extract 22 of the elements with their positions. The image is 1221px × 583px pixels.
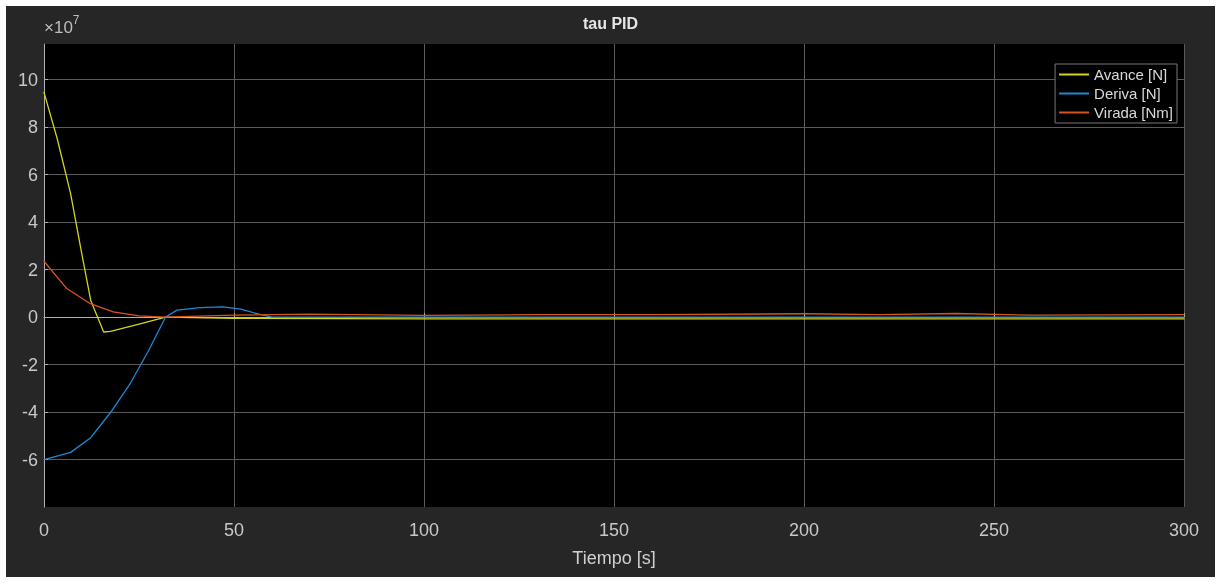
y-tick-label: -6 [21,449,38,470]
line-series [43,260,1185,318]
y-tick-label: 6 [27,164,38,185]
y-tick-label: 2 [27,259,38,280]
legend-label: Avance [N] [1094,66,1168,83]
x-tick-label: 250 [978,520,1010,540]
x-tick-label: 300 [1168,520,1200,540]
y-tick-label: 4 [27,212,38,233]
line-series [43,306,1185,461]
chart-title: tau PID [582,14,639,32]
legend-label: Deriva [N] [1094,85,1161,102]
x-tick-label: 150 [598,520,630,540]
x-tick-label: 200 [788,520,820,540]
x-axis-title: Tiempo [s] [572,548,656,568]
x-tick-label: 50 [223,520,245,540]
y-tick-label: 0 [27,307,38,328]
y-tick-label: -2 [21,354,38,375]
x-tick-label: 100 [408,520,440,540]
y-tick-label: 10 [17,69,38,90]
legend-label: Virada [Nm] [1094,104,1173,121]
y-tick-label: 8 [27,117,38,138]
y-tick-label: -4 [21,402,38,423]
